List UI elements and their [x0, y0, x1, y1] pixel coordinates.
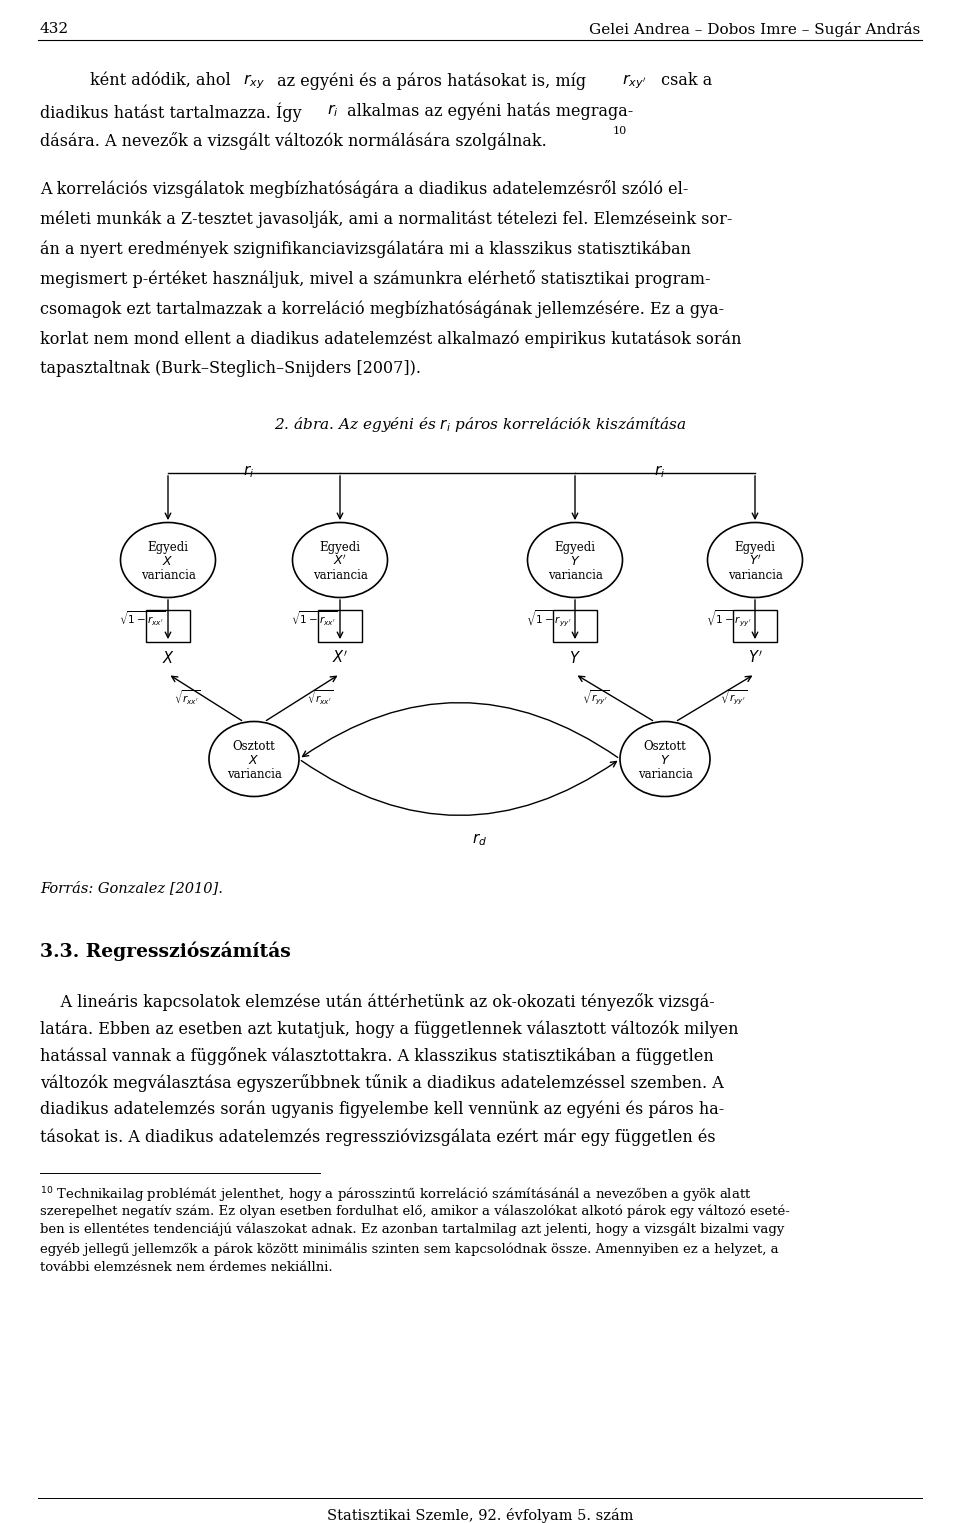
Text: A korrelációs vizsgálatok megbízhatóságára a diadikus adatelemzésről szóló el-: A korrelációs vizsgálatok megbízhatóságá…: [40, 180, 688, 198]
Text: $Y$: $Y$: [660, 754, 670, 766]
Text: tapasztaltnak (Burk–Steglich–Snijders [2007]).: tapasztaltnak (Burk–Steglich–Snijders [2…: [40, 359, 421, 378]
Text: variancia: variancia: [140, 568, 196, 582]
Text: $Y$: $Y$: [570, 554, 580, 568]
Text: A lineáris kapcsolatok elemzése után áttérhetünk az ok-okozati tényezők vizsgá-: A lineáris kapcsolatok elemzése után átt…: [40, 993, 715, 1011]
Text: án a nyert eredmények szignifikanciavizsgálatára mi a klasszikus statisztikában: án a nyert eredmények szignifikanciavizs…: [40, 241, 691, 257]
Text: $r_{xy}$: $r_{xy}$: [243, 72, 265, 90]
Text: szerepelhet negatív szám. Ez olyan esetben fordulhat elő, amikor a válaszolókat : szerepelhet negatív szám. Ez olyan esetb…: [40, 1205, 790, 1217]
Text: Osztott: Osztott: [232, 740, 276, 752]
Text: ben is ellentétes tendenciájú válaszokat adnak. Ez azonban tartalmilag azt jelen: ben is ellentétes tendenciájú válaszokat…: [40, 1223, 784, 1237]
Text: variancia: variancia: [637, 768, 692, 780]
Text: variancia: variancia: [728, 568, 782, 582]
Text: az egyéni és a páros hatásokat is, míg: az egyéni és a páros hatásokat is, míg: [272, 72, 591, 90]
Text: $X'$: $X'$: [333, 554, 348, 568]
Text: $X$: $X$: [161, 650, 175, 666]
Text: $r_{xy'}$: $r_{xy'}$: [622, 72, 646, 90]
Text: $\sqrt{1-r_{xx'}}$: $\sqrt{1-r_{xx'}}$: [119, 609, 166, 627]
Text: $r_i$: $r_i$: [244, 463, 254, 480]
Text: $^{10}$ Technikailag problémát jelenthet, hogy a párosszintű korreláció számítás: $^{10}$ Technikailag problémát jelenthet…: [40, 1185, 752, 1205]
Text: latára. Ebben az esetben azt kutatjuk, hogy a függetlennek választott változók m: latára. Ebben az esetben azt kutatjuk, h…: [40, 1020, 738, 1037]
Text: Egyedi: Egyedi: [320, 541, 361, 553]
Text: Statisztikai Szemle, 92. évfolyam 5. szám: Statisztikai Szemle, 92. évfolyam 5. szá…: [326, 1508, 634, 1523]
Text: $\sqrt{r_{yy'}}$: $\sqrt{r_{yy'}}$: [720, 688, 748, 707]
Text: 432: 432: [40, 21, 69, 37]
Text: Egyedi: Egyedi: [148, 541, 188, 553]
Text: $X'$: $X'$: [332, 650, 348, 666]
Text: 3.3. Regressziószámítás: 3.3. Regressziószámítás: [40, 941, 291, 961]
Text: Egyedi: Egyedi: [555, 541, 595, 553]
Text: $\sqrt{1-r_{xx'}}$: $\sqrt{1-r_{xx'}}$: [292, 609, 338, 627]
Text: ként adódik, ahol: ként adódik, ahol: [90, 72, 236, 88]
Text: változók megválasztása egyszerűbbnek tűnik a diadikus adatelemzéssel szemben. A: változók megválasztása egyszerűbbnek tűn…: [40, 1074, 724, 1092]
Text: $\sqrt{r_{xx'}}$: $\sqrt{r_{xx'}}$: [175, 688, 201, 707]
Text: $X$: $X$: [249, 754, 259, 766]
Text: csak a: csak a: [656, 72, 712, 88]
Text: Osztott: Osztott: [643, 740, 686, 752]
Text: dására. A nevezők a vizsgált változók normálására szolgálnak.: dására. A nevezők a vizsgált változók no…: [40, 133, 547, 149]
Text: Gelei Andrea – Dobos Imre – Sugár András: Gelei Andrea – Dobos Imre – Sugár András: [588, 21, 920, 37]
Text: $\sqrt{r_{yy'}}$: $\sqrt{r_{yy'}}$: [583, 688, 610, 707]
Text: $r_i$: $r_i$: [327, 102, 339, 119]
Text: variancia: variancia: [547, 568, 603, 582]
Text: egyéb jellegű jellemzők a párok között minimális szinten sem kapcsolódnak össze.: egyéb jellegű jellemzők a párok között m…: [40, 1241, 779, 1255]
Text: korlat nem mond ellent a diadikus adatelemzést alkalmazó empirikus kutatások sor: korlat nem mond ellent a diadikus adatel…: [40, 330, 741, 347]
Text: csomagok ezt tartalmazzak a korreláció megbízhatóságának jellemzésére. Ez a gya-: csomagok ezt tartalmazzak a korreláció m…: [40, 300, 724, 317]
FancyArrowPatch shape: [302, 702, 617, 757]
Text: $\sqrt{1-r_{yy'}}$: $\sqrt{1-r_{yy'}}$: [706, 609, 753, 629]
Text: Egyedi: Egyedi: [734, 541, 776, 553]
Text: diadikus hatást tartalmazza. Így: diadikus hatást tartalmazza. Így: [40, 102, 307, 122]
Text: hatással vannak a függőnek választottakra. A klasszikus statisztikában a függetl: hatással vannak a függőnek választottakr…: [40, 1046, 713, 1065]
Text: $Y'$: $Y'$: [749, 554, 761, 568]
Text: variancia: variancia: [313, 568, 368, 582]
Text: $r_i$: $r_i$: [655, 463, 665, 480]
Text: $\sqrt{r_{xx'}}$: $\sqrt{r_{xx'}}$: [307, 688, 334, 707]
Text: további elemzésnek nem érdemes nekiállni.: további elemzésnek nem érdemes nekiállni…: [40, 1261, 332, 1275]
Text: $Y'$: $Y'$: [748, 650, 762, 666]
Text: megismert p-értéket használjuk, mivel a számunkra elérhető statisztikai program-: megismert p-értéket használjuk, mivel a …: [40, 270, 710, 288]
Text: $r_d$: $r_d$: [472, 832, 488, 848]
Text: variancia: variancia: [227, 768, 281, 780]
Text: 10: 10: [613, 126, 627, 136]
Text: $\sqrt{1-r_{yy'}}$: $\sqrt{1-r_{yy'}}$: [526, 609, 573, 629]
Text: méleti munkák a Z-tesztet javasolják, ami a normalitást tételezi fel. Elemzésein: méleti munkák a Z-tesztet javasolják, am…: [40, 210, 732, 227]
Text: $Y$: $Y$: [569, 650, 581, 666]
Text: $X$: $X$: [162, 554, 174, 568]
Text: 2. ábra. Az egyéni és $r_i$ páros korrelációk kiszámítása: 2. ábra. Az egyéni és $r_i$ páros korrel…: [274, 414, 686, 434]
Text: Forrás: Gonzalez [2010].: Forrás: Gonzalez [2010].: [40, 880, 223, 896]
Text: tásokat is. A diadikus adatelemzés regresszióvizsgálata ezért már egy független : tásokat is. A diadikus adatelemzés regre…: [40, 1129, 715, 1145]
Text: diadikus adatelemzés során ugyanis figyelembe kell vennünk az egyéni és páros ha: diadikus adatelemzés során ugyanis figye…: [40, 1101, 724, 1118]
Text: alkalmas az egyéni hatás megraga-: alkalmas az egyéni hatás megraga-: [342, 102, 634, 119]
FancyArrowPatch shape: [301, 760, 616, 815]
